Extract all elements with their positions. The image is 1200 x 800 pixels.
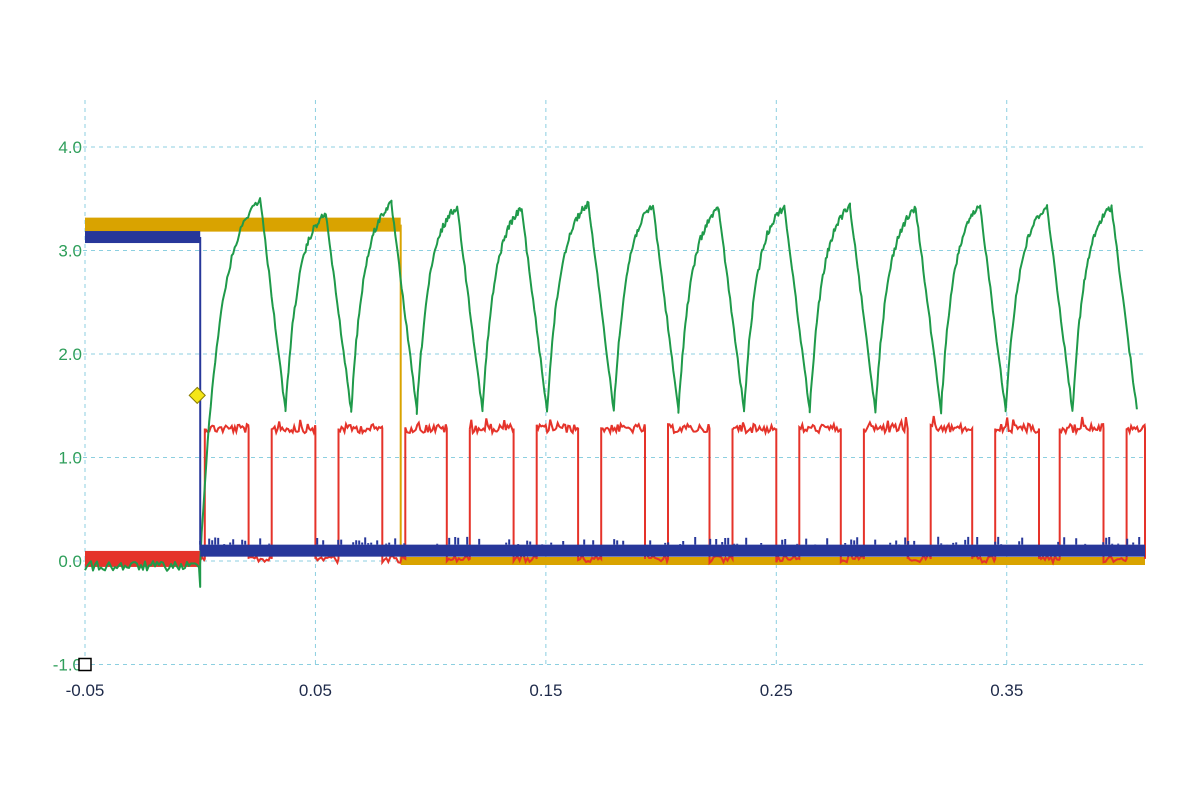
x-axis-ticks: -0.05 0.05 0.15 0.25 0.35 — [66, 681, 1024, 700]
y-axis-ticks: -1.0 0.0 1.0 2.0 3.0 4.0 — [53, 138, 82, 675]
trace-blue-high — [85, 231, 201, 244]
trigger-marker[interactable] — [188, 386, 206, 405]
x-tick-label: 0.05 — [299, 681, 332, 700]
traces — [84, 197, 1146, 588]
trace-green — [84, 197, 1138, 588]
y-tick-label: 4.0 — [58, 138, 82, 157]
trace-red-pre — [85, 550, 201, 567]
markers — [78, 386, 206, 672]
ground-reference-marker[interactable] — [78, 657, 92, 672]
trace-orange-low — [400, 557, 1145, 565]
x-tick-label: 0.25 — [760, 681, 793, 700]
y-tick-label: 0.0 — [58, 552, 82, 571]
x-tick-label: 0.15 — [529, 681, 562, 700]
x-tick-label: 0.35 — [990, 681, 1023, 700]
trace-blue-noise — [199, 536, 1141, 545]
y-tick-label: -1.0 — [53, 656, 82, 675]
y-tick-label: 3.0 — [58, 242, 82, 261]
y-tick-label: 2.0 — [58, 345, 82, 364]
x-tick-label: -0.05 — [66, 681, 105, 700]
trace-red — [199, 415, 1146, 566]
y-tick-label: 1.0 — [58, 449, 82, 468]
trace-blue-low — [200, 544, 1145, 557]
